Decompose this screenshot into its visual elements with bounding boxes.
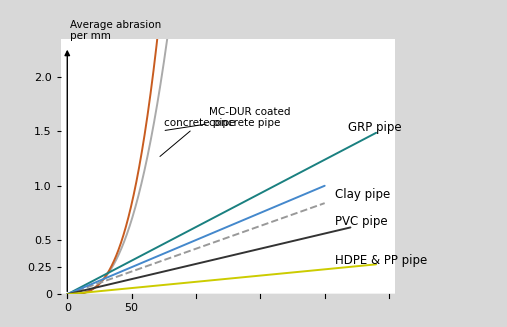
Text: MC-DUR coated
concrete pipe: MC-DUR coated concrete pipe [165, 107, 291, 130]
Text: Average abrasion
per mm: Average abrasion per mm [70, 20, 161, 42]
Text: HDPE & PP pipe: HDPE & PP pipe [335, 254, 427, 267]
Text: PVC pipe: PVC pipe [335, 215, 387, 228]
Text: Clay pipe: Clay pipe [335, 188, 390, 201]
Text: concrete pipe: concrete pipe [160, 118, 235, 156]
Text: GRP pipe: GRP pipe [348, 121, 402, 134]
